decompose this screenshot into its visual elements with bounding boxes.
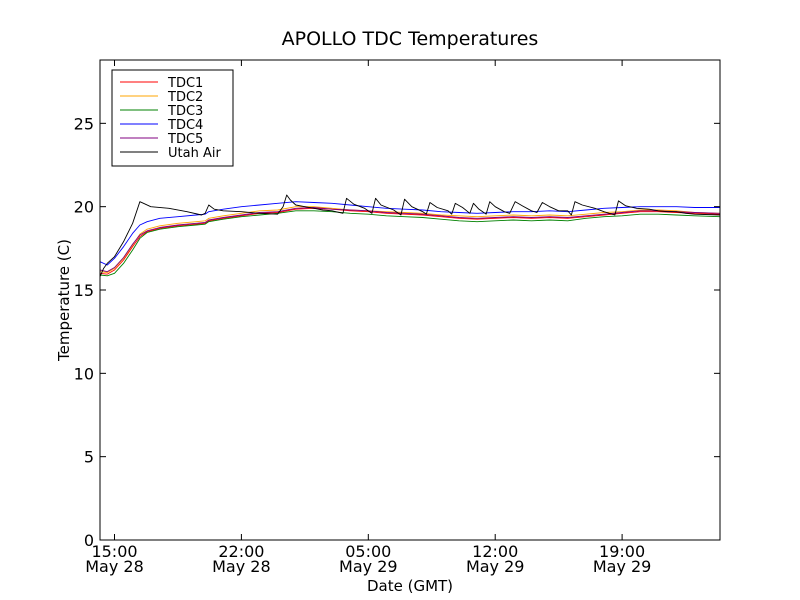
legend-label: TDC2: [167, 90, 203, 105]
legend-label: TDC4: [167, 118, 203, 133]
y-axis-label: Temperature (C): [55, 239, 73, 362]
x-tick-time-label: 12:00: [472, 542, 518, 561]
y-tick-label: 5: [84, 448, 94, 467]
x-tick-date-label: May 29: [339, 557, 398, 576]
y-tick-label: 0: [84, 531, 94, 550]
legend-label: TDC1: [167, 76, 203, 91]
legend-box: [111, 69, 234, 167]
x-tick-date-label: May 28: [212, 557, 271, 576]
series-line-utah-air: [99, 194, 721, 277]
x-tick-time-label: 19:00: [599, 542, 645, 561]
x-tick-time-label: 22:00: [218, 542, 264, 561]
series-line-tdc3: [99, 210, 721, 277]
x-tick-date-label: May 29: [466, 557, 525, 576]
y-tick-label: 15: [74, 281, 94, 300]
x-tick-date-label: May 29: [593, 557, 652, 576]
plot-frame: [99, 59, 721, 541]
x-tick-date-label: May 28: [85, 557, 144, 576]
series-line-tdc1: [99, 207, 721, 275]
x-tick-time-label: 05:00: [345, 542, 391, 561]
legend-label: Utah Air: [168, 146, 221, 161]
series-line-tdc5: [99, 207, 721, 273]
chart-title: APOLLO TDC Temperatures: [282, 28, 539, 50]
y-tick-label: 25: [74, 114, 94, 133]
x-axis-label: Date (GMT): [367, 577, 453, 595]
y-tick-label: 20: [74, 198, 94, 217]
legend-label: TDC5: [167, 132, 203, 147]
y-axis-ticks: 0 5 10 15 20 25: [74, 114, 720, 550]
legend-label: TDC3: [167, 104, 203, 119]
series-lines: [99, 194, 721, 277]
x-tick-time-label: 15:00: [91, 542, 137, 561]
y-tick-label: 10: [74, 364, 94, 383]
